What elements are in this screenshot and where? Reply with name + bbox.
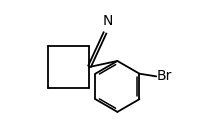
Text: Br: Br (157, 69, 172, 83)
Text: N: N (103, 14, 113, 28)
